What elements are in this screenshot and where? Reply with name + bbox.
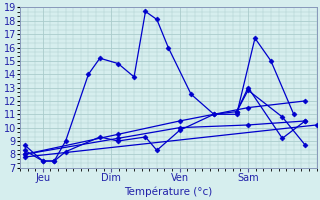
X-axis label: Température (°c): Température (°c): [124, 186, 212, 197]
